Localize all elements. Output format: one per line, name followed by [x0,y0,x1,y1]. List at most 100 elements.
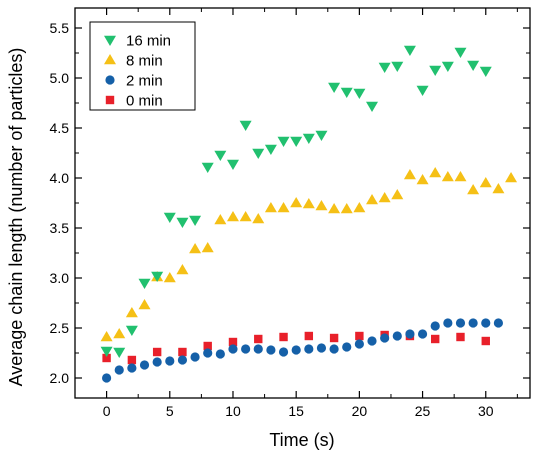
data-point-0-min [329,333,339,343]
data-point-2-min [253,344,263,354]
data-point-8-min [391,189,404,200]
x-axis-label: Time (s) [269,430,334,450]
data-point-8-min [416,174,429,185]
data-point-16-min [277,136,290,147]
data-point-16-min [403,45,416,56]
data-point-8-min [315,200,328,211]
data-point-0-min [203,341,212,351]
data-point-8-min [290,197,303,208]
x-tick-label: 5 [166,403,174,419]
data-point-8-min [328,203,341,214]
data-point-16-min [290,136,303,147]
y-tick-label: 3.5 [50,220,70,236]
data-point-8-min [163,272,176,283]
data-point-2-min [329,344,339,354]
data-point-2-min [101,373,112,383]
legend-marker-2-min [105,75,115,85]
legend-label-16-min: 16 min [126,33,171,50]
data-point-8-min [505,172,518,183]
data-point-2-min [152,357,162,367]
data-point-0-min [102,353,111,363]
data-point-2-min [468,318,478,328]
data-point-16-min [340,87,353,98]
data-point-8-min [100,331,113,342]
data-point-2-min [354,339,364,349]
data-point-2-min [228,344,238,354]
data-point-16-min [125,325,138,336]
data-point-8-min [403,169,416,180]
data-point-16-min [239,120,252,131]
data-point-0-min [481,336,490,346]
data-point-16-min [353,88,366,99]
data-point-16-min [151,271,164,282]
data-point-2-min [316,343,327,353]
data-point-2-min [430,321,440,331]
data-point-0-min [152,347,162,357]
data-point-16-min [176,217,189,228]
data-point-8-min [340,203,353,214]
data-point-2-min [139,360,150,370]
data-point-16-min [302,133,315,144]
y-tick-label: 5.5 [50,20,70,36]
data-point-2-min [493,318,504,328]
data-point-16-min [378,62,391,73]
data-point-16-min [454,47,467,58]
data-point-2-min [203,348,213,358]
data-point-8-min [353,202,366,213]
data-point-16-min [201,162,214,173]
data-point-8-min [226,211,239,222]
data-point-16-min [416,85,429,96]
data-point-8-min [467,184,480,195]
y-axis-label: Average chain length (number of particle… [6,48,26,387]
data-point-2-min [455,318,466,328]
data-point-0-min [127,355,137,365]
data-point-2-min [114,365,124,375]
data-point-2-min [405,329,415,339]
data-point-0-min [279,332,288,342]
data-point-2-min [481,318,491,328]
data-point-8-min [189,243,202,254]
data-point-2-min [304,344,314,354]
data-point-8-min [214,214,227,225]
y-tick-label: 3.0 [50,270,70,286]
data-point-2-min [417,329,428,339]
data-point-16-min [467,60,480,71]
data-point-2-min [291,345,301,355]
data-point-2-min [278,347,289,357]
data-point-16-min [264,144,277,155]
data-point-2-min [392,331,402,341]
data-point-16-min [366,101,379,112]
data-point-8-min [125,307,138,318]
data-point-16-min [163,212,176,223]
data-point-8-min [264,202,277,213]
data-point-16-min [138,278,151,289]
data-point-16-min [100,346,113,357]
data-point-8-min [479,177,492,188]
data-point-2-min [165,356,175,366]
data-point-16-min [226,159,239,170]
data-point-16-min [391,61,404,72]
legend-label-8-min: 8 min [126,53,163,70]
data-point-16-min [441,61,454,72]
data-point-16-min [113,347,126,358]
y-tick-label: 5.0 [50,70,70,86]
data-point-16-min [429,65,442,76]
x-tick-label: 30 [478,403,494,419]
x-tick-label: 15 [288,403,304,419]
legend-marker-16-min [104,35,116,46]
data-point-8-min [176,264,189,275]
x-tick-label: 10 [225,403,241,419]
x-tick-label: 0 [103,403,111,419]
data-point-0-min [431,334,440,344]
data-point-16-min [189,215,202,226]
series-2-min [101,318,504,383]
series-16-min [100,45,492,358]
data-point-2-min [380,333,390,343]
series-8-min [100,167,518,342]
data-point-2-min [342,342,352,352]
data-point-2-min [190,352,200,362]
y-tick-label: 2.5 [50,320,70,336]
y-tick-label: 2.0 [50,370,70,386]
data-point-0-min [456,332,465,342]
